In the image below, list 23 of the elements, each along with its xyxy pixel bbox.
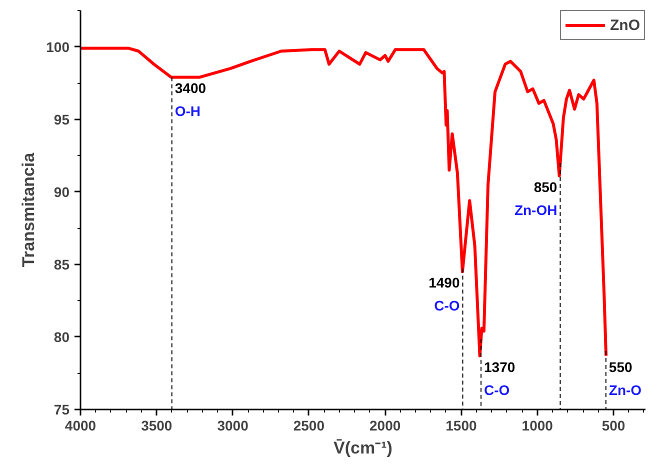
annotation: 550 Zn-O xyxy=(608,358,642,398)
legend-label: ZnO xyxy=(610,16,640,34)
y-tick-label: 85 xyxy=(54,256,70,272)
y-tick-label: 95 xyxy=(54,111,70,128)
x-tick-label: 1500 xyxy=(446,418,478,434)
y-tick-label: 80 xyxy=(54,328,70,345)
x-tick-label: 4000 xyxy=(64,418,96,434)
annotation: 850 Zn-OH xyxy=(514,178,558,218)
y-tick-label: 75 xyxy=(54,402,70,418)
annotation: 1370 C-O xyxy=(484,358,516,398)
x-tick-label: 3500 xyxy=(141,418,172,434)
annotation: 1490 C-O xyxy=(428,274,460,314)
annotation: 3400 O-H xyxy=(174,80,206,120)
x-tick-label: 2000 xyxy=(370,418,401,434)
y-tick-label: 90 xyxy=(54,184,70,200)
x-axis-title: V̄(cm⁻¹) xyxy=(334,438,392,458)
y-axis-title: Transmitancia xyxy=(19,152,38,268)
x-tick-label: 1000 xyxy=(522,418,554,434)
x-tick-label: 3000 xyxy=(217,418,249,434)
x-tick-label: 500 xyxy=(602,418,626,434)
y-tick-label: 100 xyxy=(46,38,70,55)
x-tick-label: 2500 xyxy=(293,418,325,434)
line-series xyxy=(80,46,608,358)
